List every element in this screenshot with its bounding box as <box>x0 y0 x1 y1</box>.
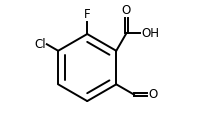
Text: O: O <box>148 88 157 101</box>
Text: Cl: Cl <box>34 38 46 51</box>
Text: OH: OH <box>141 27 159 40</box>
Text: F: F <box>84 8 90 21</box>
Text: O: O <box>122 4 131 17</box>
